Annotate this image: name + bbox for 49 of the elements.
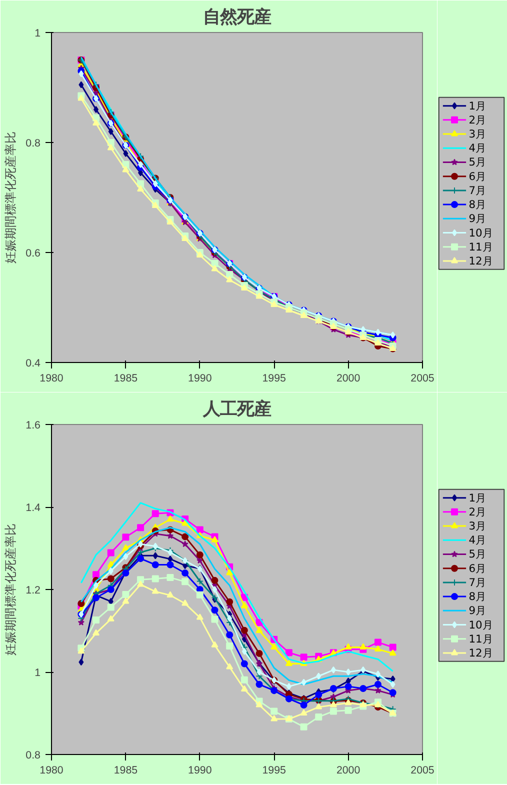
legend-label: 1月 [468, 99, 487, 112]
y-tick-label: 0.8 [26, 138, 41, 150]
x-tick-label: 1995 [262, 372, 286, 384]
legend-label: 2月 [468, 505, 487, 518]
legend-label: 11月 [468, 240, 494, 254]
y-axis-title: 妊娠期間標準化死産率比 [4, 524, 18, 656]
legend-label: 4月 [468, 534, 487, 547]
legend-label: 5月 [468, 548, 487, 561]
x-tick-label: 1980 [40, 764, 64, 776]
x-tick-label: 2005 [410, 372, 434, 384]
legend-label: 3月 [468, 128, 487, 141]
legend-label: 7月 [468, 184, 487, 197]
legend-label: 10月 [468, 618, 494, 632]
legend-label: 10月 [468, 226, 494, 240]
x-tick-label: 1985 [114, 764, 138, 776]
legend-label: 6月 [468, 170, 487, 183]
x-tick-label: 2000 [336, 372, 360, 384]
legend-label: 12月 [468, 646, 494, 660]
y-tick-label: 1 [34, 667, 41, 679]
x-tick-label: 1985 [114, 372, 138, 384]
x-tick-label: 1980 [40, 372, 64, 384]
legend-label: 11月 [468, 632, 494, 646]
x-tick-label: 1990 [188, 372, 212, 384]
y-tick-label: 0.8 [26, 750, 41, 762]
legend-label: 8月 [468, 198, 487, 212]
y-tick-label: 0.4 [26, 358, 41, 370]
legend-label: 4月 [468, 142, 487, 155]
legend-label: 5月 [468, 156, 487, 169]
y-tick-label: 1.6 [26, 420, 41, 432]
legend-label: 7月 [468, 576, 487, 589]
legend-label: 3月 [468, 520, 487, 533]
x-tick-label: 2000 [336, 764, 360, 776]
legend-label: 9月 [468, 604, 487, 618]
legend-label: 6月 [468, 562, 487, 575]
y-tick-label: 1 [34, 28, 41, 40]
chart-title: 自然死産 [203, 8, 271, 28]
y-tick-label: 1.2 [26, 584, 41, 596]
legend-label: 2月 [468, 113, 487, 126]
x-tick-label: 2005 [410, 764, 434, 776]
y-tick-label: 0.6 [26, 248, 41, 260]
legend-label: 8月 [468, 590, 487, 604]
x-tick-label: 1990 [188, 764, 212, 776]
chart-title: 人工死産 [202, 400, 271, 420]
legend-label: 12月 [468, 254, 494, 268]
y-tick-label: 1.4 [26, 502, 41, 514]
legend-label: 9月 [468, 212, 487, 226]
x-tick-label: 1995 [262, 764, 286, 776]
y-axis-title: 妊娠期間標準化死産率比 [4, 132, 18, 264]
legend-label: 1月 [468, 491, 487, 504]
